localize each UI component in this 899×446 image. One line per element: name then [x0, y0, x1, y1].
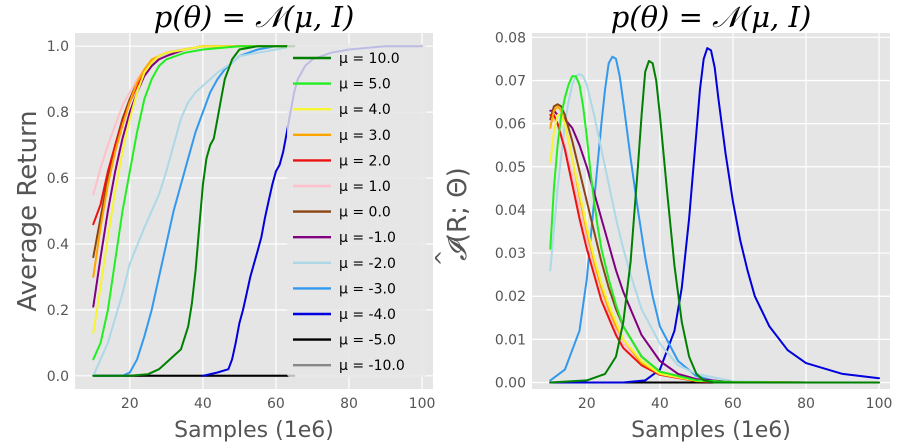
legend-entry-label: μ = -4.0	[339, 307, 396, 323]
right-y-axis-label-args: (R; Θ)	[443, 167, 473, 243]
left-y-tick-label: 0.2	[47, 303, 69, 319]
right-chart: 20 40 60 80 100 0.00 0.01 0.02 0.03 0.04 0.05 0.06 0…	[431, 0, 892, 443]
right-y-tick-label: 0.01	[495, 332, 526, 348]
legend-entry-label: μ = 5.0	[339, 77, 391, 93]
right-tick-labels: 20 40 60 80 100 0.00 0.01 0.02 0.03 0.04 0.05 0.06 0…	[495, 30, 893, 412]
right-x-tick-label: 80	[797, 396, 815, 412]
right-y-axis-label: 𝓘(R; Θ) ^	[431, 167, 473, 266]
right-x-tick-label: 20	[578, 396, 596, 412]
right-x-tick-label: 40	[651, 396, 669, 412]
right-y-tick-label: 0.07	[495, 73, 526, 89]
left-series-line	[92, 45, 296, 334]
left-y-axis-label: Average Return	[13, 110, 43, 311]
left-series-line	[92, 45, 296, 377]
legend-entry-label: μ = 3.0	[339, 128, 391, 144]
right-series-line	[549, 75, 880, 384]
left-chart: 20 40 60 80 100 0.0 0.2 0.4 0.6 0.8 1.0 p(θ) = 𝒩(μ…	[13, 0, 435, 443]
right-x-tick-label: 60	[724, 396, 742, 412]
right-y-axis-label-text: 𝓘(R; Θ)	[443, 167, 473, 260]
right-series-line	[549, 73, 880, 384]
left-series-line	[92, 45, 296, 361]
legend-entry-label: μ = 10.0	[339, 51, 400, 67]
left-x-tick-label: 100	[409, 396, 436, 412]
right-series-line	[549, 47, 880, 384]
right-x-tick-label: 100	[866, 396, 893, 412]
legend-entry-label: μ = -10.0	[339, 358, 405, 374]
left-y-tick-label: 1.0	[47, 39, 69, 55]
left-series-line	[92, 45, 296, 377]
legend-entry-label: μ = 0.0	[339, 205, 391, 221]
left-series-lines	[92, 45, 423, 377]
right-y-axis-label-hat: ^	[431, 250, 455, 267]
right-y-tick-label: 0.06	[495, 117, 526, 133]
right-series-line	[549, 60, 880, 384]
legend-entry-label: μ = -1.0	[339, 230, 396, 246]
legend-entry-label: μ = 2.0	[339, 153, 391, 169]
right-y-tick-label: 0.08	[495, 30, 526, 46]
legend: μ = 10.0 μ = 5.0 μ = 4.0 μ = 3.0 μ = 2.0 μ = …	[287, 44, 426, 377]
left-y-tick-label: 0.0	[47, 369, 69, 385]
left-y-tick-label: 0.8	[47, 105, 69, 121]
right-x-axis-label: Samples (1e6)	[631, 418, 791, 443]
legend-entry-label: μ = 1.0	[339, 179, 391, 195]
left-x-tick-label: 60	[267, 396, 285, 412]
left-tick-labels: 20 40 60 80 100 0.0 0.2 0.4 0.6 0.8 1.0	[47, 39, 436, 412]
right-y-tick-label: 0.04	[495, 203, 526, 219]
left-x-axis-label: Samples (1e6)	[174, 418, 334, 443]
left-x-tick-label: 20	[121, 396, 139, 412]
right-y-tick-label: 0.03	[495, 246, 526, 262]
left-y-tick-label: 0.6	[47, 171, 69, 187]
legend-entry-label: μ = -5.0	[339, 333, 396, 349]
right-chart-title: p(θ) = 𝒩(μ, I)	[611, 0, 812, 34]
legend-box	[287, 44, 426, 377]
legend-entry-label: μ = -3.0	[339, 281, 396, 297]
legend-entry-label: μ = 4.0	[339, 102, 391, 118]
left-x-tick-label: 40	[194, 396, 212, 412]
left-y-tick-label: 0.4	[47, 237, 69, 253]
right-series-lines	[549, 47, 880, 384]
right-y-tick-label: 0.00	[495, 376, 526, 392]
right-series-line	[549, 55, 880, 384]
right-plot-area	[532, 33, 890, 389]
right-y-tick-label: 0.05	[495, 160, 526, 176]
right-y-tick-label: 0.02	[495, 289, 526, 305]
left-x-tick-label: 80	[340, 396, 358, 412]
legend-entry-label: μ = -2.0	[339, 256, 396, 272]
left-chart-title: p(θ) = 𝒩(μ, I)	[154, 0, 355, 34]
